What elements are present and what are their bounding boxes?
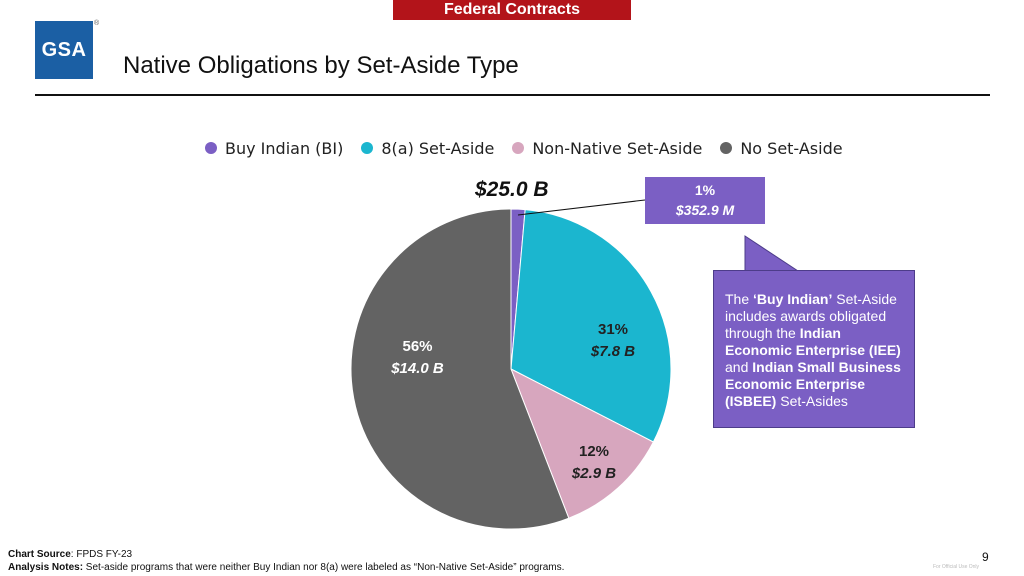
note-bold-1: ‘Buy Indian’ (753, 291, 833, 307)
analysis-notes-text: Set-aside programs that were neither Buy… (83, 562, 565, 573)
note-bold-2: Indian Economic Enterprise (IEE) (725, 325, 901, 358)
pie-slice-no-set-aside (350, 208, 570, 530)
legend-label-8a: 8(a) Set-Aside (381, 138, 495, 158)
section-banner: Federal Contracts (393, 0, 631, 20)
total-value: $25.0 B (475, 178, 549, 201)
buy-indian-note: The ‘Buy Indian’ Set-Aside includes awar… (713, 270, 915, 428)
page-title: Native Obligations by Set-Aside Type (123, 52, 519, 79)
analysis-notes-label: Analysis Notes: (8, 562, 84, 573)
chart-source-line: Chart Source: FPDS FY-23 (8, 548, 564, 561)
slice-amt-non-native: $2.9 B (571, 465, 617, 482)
slice-amt-no-set-aside: $14.0 B (391, 360, 444, 377)
chart-legend: Buy Indian (BI) 8(a) Set-Aside Non-Nativ… (205, 137, 843, 159)
gsa-logo: GSA (35, 21, 93, 79)
note-text-2: Set-Aside includes awards obligated thro… (725, 291, 897, 341)
note-text-4: Set-Asides (776, 393, 848, 409)
title-divider (35, 94, 990, 96)
page-number: 9 (982, 550, 989, 564)
legend-item-non-native: Non-Native Set-Aside (512, 139, 702, 158)
footer-notes: Chart Source: FPDS FY-23 Analysis Notes:… (8, 548, 564, 574)
gsa-logo-text: GSA (41, 38, 87, 61)
note-bold-3: Indian Small Business Economic Enterpris… (725, 359, 901, 409)
legend-item-no-set-aside: No Set-Aside (720, 138, 843, 158)
legend-item-buy-indian: Buy Indian (BI) (205, 139, 343, 158)
note-pointer (744, 235, 800, 272)
slice-label-no-set-aside: 56% $14.0 B (380, 336, 455, 380)
slice-amt-8a: $7.8 B (590, 343, 636, 360)
buy-indian-callout: 1% $352.9 M (645, 177, 765, 224)
legend-item-8a: 8(a) Set-Aside (361, 139, 494, 158)
note-text-1: The (725, 291, 754, 307)
callout-leader-line (517, 199, 646, 216)
pie-slice-8a (510, 209, 672, 443)
legend-swatch-no-set-aside (720, 142, 733, 154)
slice-pct-no-set-aside: 56% (402, 338, 433, 355)
slice-label-non-native: 12% $2.9 B (558, 441, 630, 485)
chart-source-text: : FPDS FY-23 (70, 549, 133, 560)
slice-pct-non-native: 12% (578, 443, 610, 460)
pie-slice-non-native (510, 367, 655, 519)
registered-mark: ® (94, 20, 100, 27)
slice-label-8a: 31% $7.8 B (577, 319, 649, 363)
legend-swatch-non-native (512, 142, 525, 154)
legend-label-non-native: Non-Native Set-Aside (532, 138, 703, 158)
callout-amt: $352.9 M (675, 202, 735, 218)
fine-print: For Official Use Only (933, 564, 980, 570)
chart-source-label: Chart Source (8, 549, 71, 560)
legend-label-buy-indian: Buy Indian (BI) (225, 138, 344, 158)
callout-pct: 1% (694, 182, 716, 198)
analysis-notes-line: Analysis Notes: Set-aside programs that … (8, 561, 564, 574)
legend-swatch-8a (361, 142, 374, 154)
legend-label-no-set-aside: No Set-Aside (740, 138, 843, 158)
slice-pct-8a: 31% (597, 321, 629, 338)
note-text-3: and (725, 359, 753, 375)
legend-swatch-buy-indian (205, 142, 217, 154)
